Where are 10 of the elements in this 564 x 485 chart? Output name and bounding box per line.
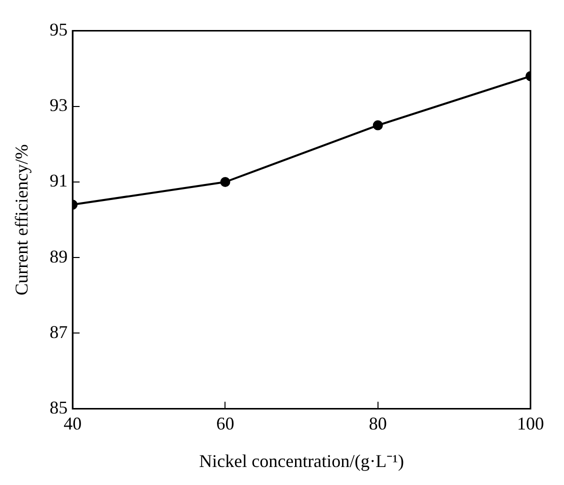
y-tick-label: 87 xyxy=(50,322,68,342)
x-tick-label: 100 xyxy=(517,413,544,434)
y-tick-label: 89 xyxy=(50,246,68,266)
x-axis-title: Nickel concentration/(g·L⁻¹) xyxy=(199,450,404,471)
x-tick-label: 60 xyxy=(216,413,234,434)
x-tick-label: 80 xyxy=(368,413,387,434)
y-tick-label: 95 xyxy=(50,20,68,40)
y-tick-label: 91 xyxy=(50,170,68,191)
y-tick-label: 93 xyxy=(50,95,68,116)
y-axis-title: Current efficiency/% xyxy=(12,144,32,296)
